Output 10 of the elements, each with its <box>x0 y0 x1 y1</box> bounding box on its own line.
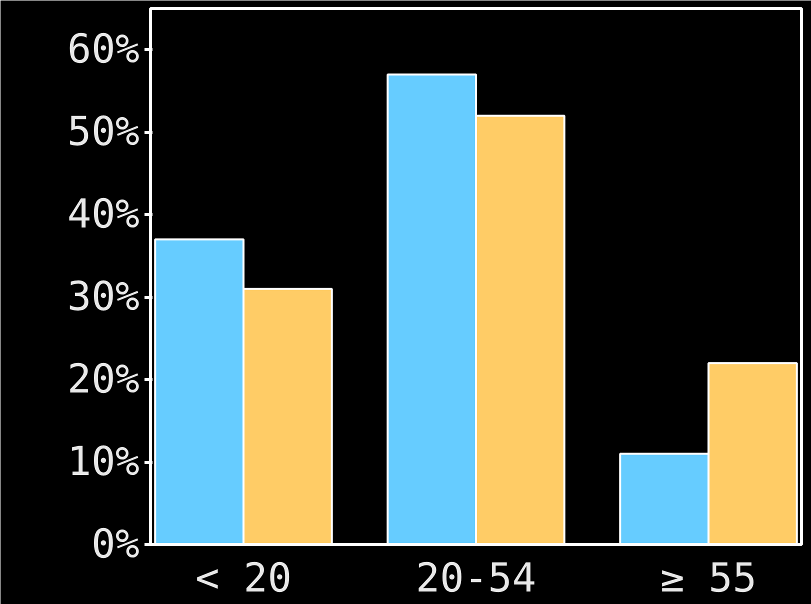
x-tick-label: < 20 <box>195 556 292 602</box>
x-tick-label: ≥ 55 <box>660 556 757 602</box>
y-tick-label: 20% <box>67 356 140 403</box>
y-tick-label: 50% <box>67 109 140 156</box>
y-tick-label: 0% <box>91 522 140 568</box>
y-tick-label: 40% <box>67 192 140 238</box>
y-tick-label: 60% <box>67 26 140 73</box>
y-tick-label: 10% <box>67 439 140 486</box>
y-tick-label: 30% <box>67 274 140 320</box>
x-tick-label: 20-54 <box>416 556 536 602</box>
